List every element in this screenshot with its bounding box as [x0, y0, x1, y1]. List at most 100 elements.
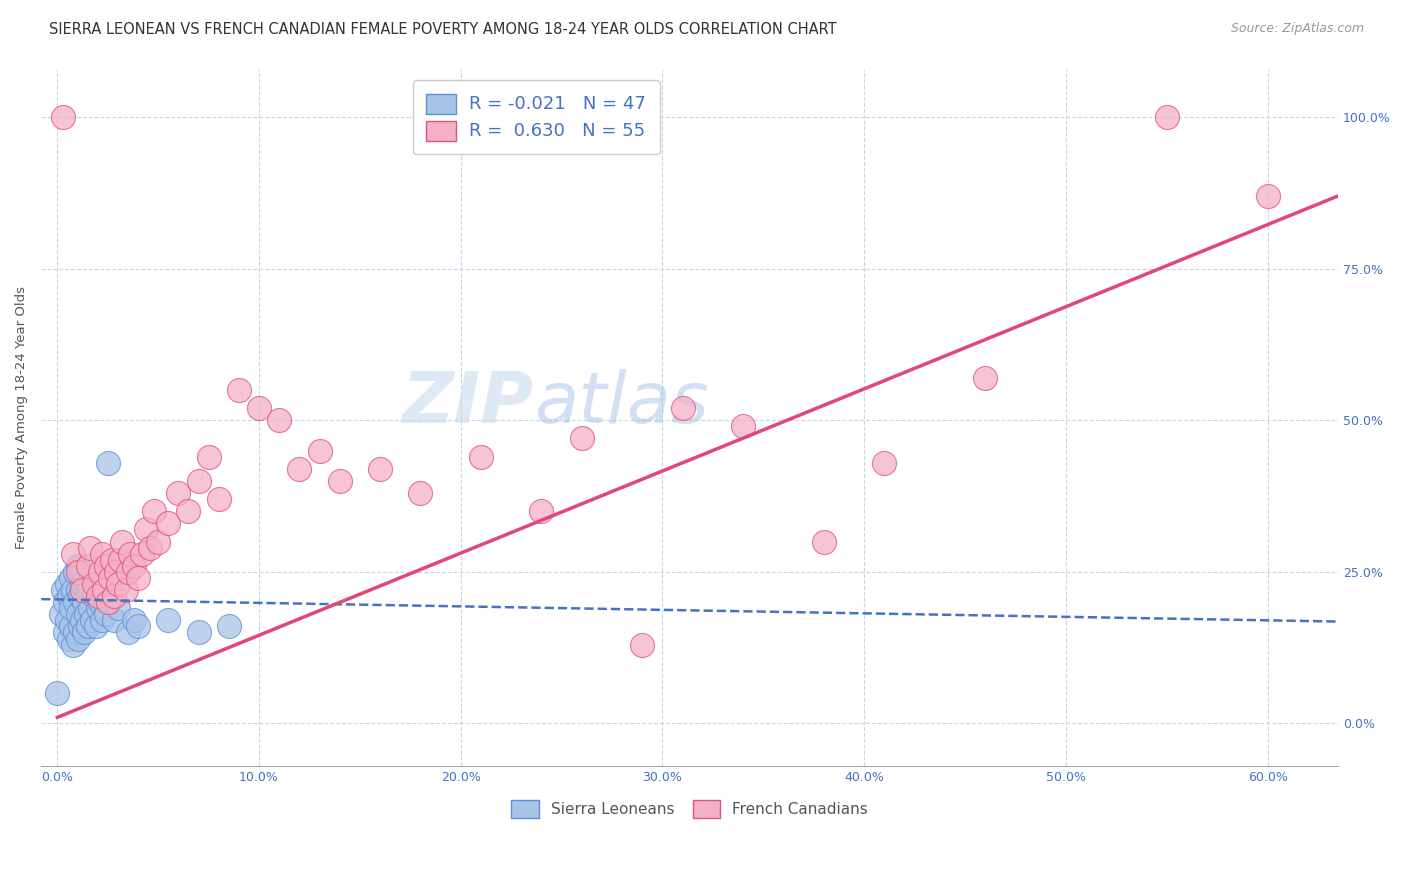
Point	[139, 541, 162, 555]
Point	[89, 595, 111, 609]
Point	[62, 638, 84, 652]
Point	[101, 552, 124, 566]
Point	[1156, 110, 1178, 124]
Point	[143, 504, 166, 518]
Text: atlas: atlas	[534, 368, 709, 438]
Point	[228, 383, 250, 397]
Point	[111, 534, 134, 549]
Point	[66, 607, 89, 622]
Point	[115, 582, 138, 597]
Point	[62, 547, 84, 561]
Point	[108, 552, 131, 566]
Point	[107, 577, 129, 591]
Point	[79, 541, 101, 555]
Point	[83, 589, 105, 603]
Point	[571, 432, 593, 446]
Point	[66, 558, 89, 573]
Point	[122, 558, 145, 573]
Point	[117, 565, 139, 579]
Point	[208, 491, 231, 506]
Point	[97, 595, 120, 609]
Point	[1257, 189, 1279, 203]
Point	[70, 613, 93, 627]
Point	[94, 607, 117, 622]
Point	[247, 401, 270, 416]
Point	[672, 401, 695, 416]
Point	[107, 601, 129, 615]
Point	[65, 595, 87, 609]
Point	[90, 613, 112, 627]
Point	[70, 582, 93, 597]
Point	[813, 534, 835, 549]
Point	[187, 474, 209, 488]
Text: Source: ZipAtlas.com: Source: ZipAtlas.com	[1230, 22, 1364, 36]
Point	[288, 461, 311, 475]
Point	[974, 371, 997, 385]
Point	[97, 456, 120, 470]
Point	[103, 613, 125, 627]
Point	[69, 619, 91, 633]
Point	[76, 558, 98, 573]
Point	[470, 450, 492, 464]
Point	[65, 625, 87, 640]
Point	[52, 110, 75, 124]
Point	[187, 625, 209, 640]
Point	[94, 558, 117, 573]
Point	[157, 613, 180, 627]
Text: ZIP: ZIP	[402, 368, 534, 438]
Point	[368, 461, 391, 475]
Point	[329, 474, 352, 488]
Point	[86, 601, 108, 615]
Point	[60, 601, 83, 615]
Point	[98, 571, 121, 585]
Point	[148, 534, 170, 549]
Point	[127, 571, 149, 585]
Point	[167, 486, 190, 500]
Point	[84, 619, 107, 633]
Point	[86, 589, 108, 603]
Point	[269, 413, 291, 427]
Point	[118, 547, 141, 561]
Point	[157, 516, 180, 531]
Point	[117, 625, 139, 640]
Point	[76, 619, 98, 633]
Point	[51, 607, 73, 622]
Point	[76, 582, 98, 597]
Point	[70, 577, 93, 591]
Point	[90, 547, 112, 561]
Point	[103, 589, 125, 603]
Point	[89, 565, 111, 579]
Point	[218, 619, 240, 633]
Point	[69, 589, 91, 603]
Point	[104, 565, 127, 579]
Point	[733, 419, 755, 434]
Point	[62, 582, 84, 597]
Point	[46, 686, 69, 700]
Point	[66, 632, 89, 646]
Legend: Sierra Leoneans, French Canadians: Sierra Leoneans, French Canadians	[505, 794, 875, 824]
Point	[56, 577, 79, 591]
Point	[80, 613, 103, 627]
Point	[56, 613, 79, 627]
Y-axis label: Female Poverty Among 18-24 Year Olds: Female Poverty Among 18-24 Year Olds	[15, 285, 28, 549]
Point	[75, 607, 97, 622]
Point	[72, 625, 94, 640]
Point	[58, 632, 80, 646]
Point	[60, 571, 83, 585]
Point	[55, 595, 77, 609]
Point	[65, 565, 87, 579]
Point	[52, 582, 75, 597]
Point	[177, 504, 200, 518]
Point	[135, 522, 157, 536]
Point	[122, 613, 145, 627]
Point	[409, 486, 432, 500]
Point	[58, 589, 80, 603]
Point	[308, 443, 330, 458]
Point	[873, 456, 896, 470]
Point	[631, 638, 654, 652]
Point	[131, 547, 153, 561]
Point	[127, 619, 149, 633]
Point	[530, 504, 553, 518]
Point	[197, 450, 219, 464]
Point	[93, 582, 115, 597]
